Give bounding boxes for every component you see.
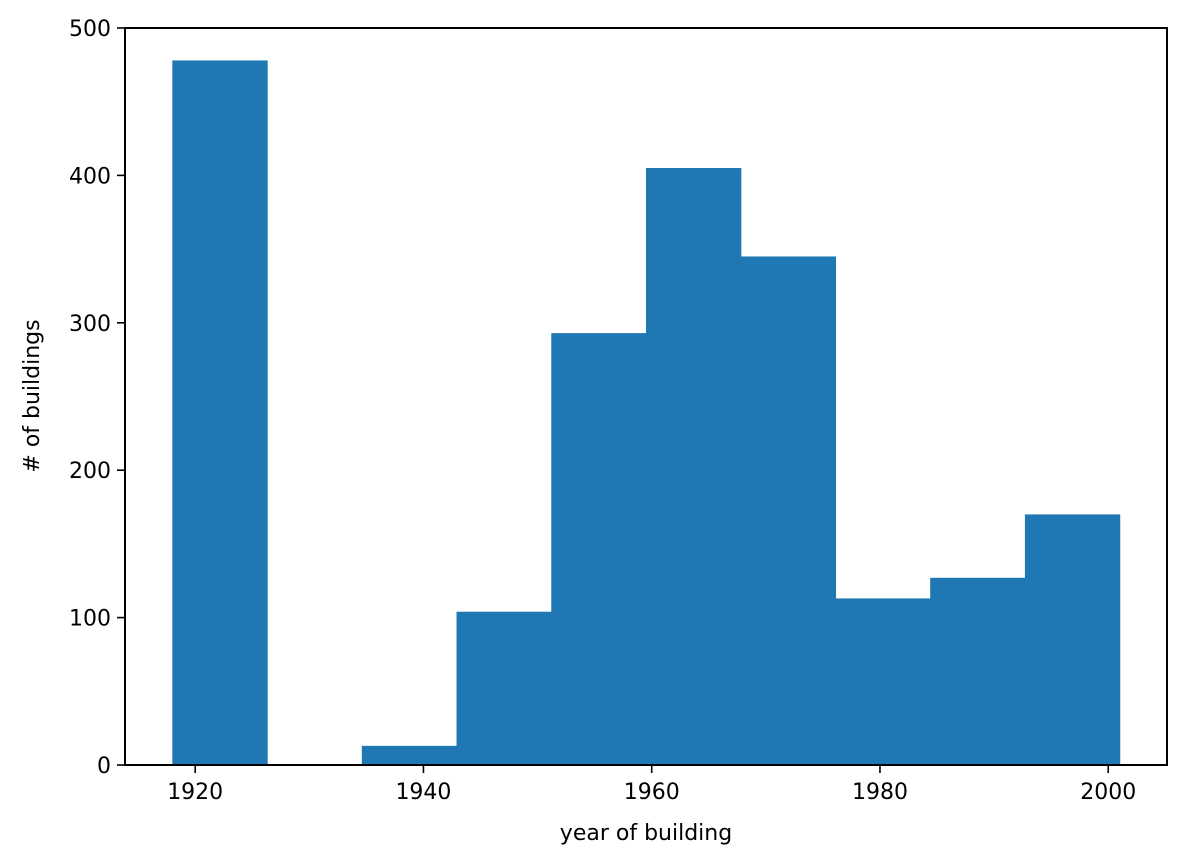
x-tick-label: 1920 [167, 780, 223, 805]
y-axis-ticks: 0 100 200 300 400 500 [69, 17, 125, 779]
y-tick-label: 0 [97, 754, 111, 779]
x-axis-label: year of building [560, 821, 732, 846]
x-tick-label: 1940 [395, 780, 451, 805]
histogram-bar-8 [930, 577, 1026, 765]
y-tick-label: 200 [69, 459, 111, 484]
histogram-bar-3 [456, 611, 552, 765]
x-tick-label: 1960 [624, 780, 680, 805]
histogram-bar-9 [1024, 514, 1121, 765]
y-tick-label: 300 [69, 312, 111, 337]
histogram-bar-5 [646, 168, 742, 765]
bars-group [172, 60, 1121, 766]
y-tick-label: 100 [69, 607, 111, 632]
x-axis-ticks: 1920 1940 1960 1980 2000 [167, 765, 1136, 805]
y-tick-label: 500 [69, 17, 111, 42]
plot-frame [124, 27, 1168, 766]
histogram-bar-2 [361, 745, 458, 765]
x-tick-label: 1980 [852, 780, 908, 805]
histogram-bar-0 [172, 60, 268, 766]
histogram-bar-6 [740, 256, 837, 765]
y-axis-label: # of buildings [20, 319, 45, 472]
histogram-bar-7 [835, 598, 931, 765]
x-tick-label: 2000 [1080, 780, 1136, 805]
y-tick-label: 400 [69, 164, 111, 189]
histogram-bar-4 [551, 333, 647, 765]
